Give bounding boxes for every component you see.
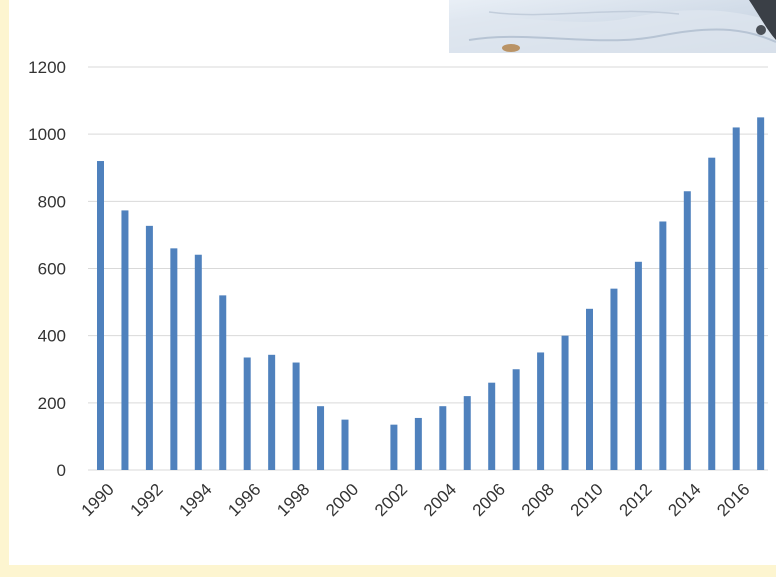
x-tick-label: 2014 bbox=[664, 480, 704, 520]
bar-2012 bbox=[634, 261, 642, 470]
x-tick-label: 2010 bbox=[567, 480, 607, 520]
x-axis-labels: 1990 1992 1994 1996 1998 2000 2002 2004 2006 2008… bbox=[78, 480, 754, 520]
bar-2016 bbox=[732, 127, 740, 470]
y-tick-label: 1200 bbox=[28, 58, 66, 77]
bar-2010 bbox=[586, 308, 593, 470]
bar-2003 bbox=[414, 417, 422, 470]
bar-2000 bbox=[341, 419, 349, 470]
y-axis-labels: 0 200 400 600 800 1000 1200 bbox=[28, 58, 66, 480]
bar-2011 bbox=[610, 288, 618, 470]
x-tick-label: 2000 bbox=[322, 480, 362, 520]
y-tick-label: 200 bbox=[38, 394, 66, 413]
bar-1993 bbox=[170, 248, 178, 470]
x-tick-label: 1998 bbox=[273, 480, 313, 520]
bar-2013 bbox=[659, 221, 667, 470]
bar-2004 bbox=[439, 406, 447, 470]
bar-1996 bbox=[243, 357, 251, 470]
chart-panel bbox=[9, 0, 776, 565]
x-tick-label: 2012 bbox=[616, 480, 656, 520]
x-tick-label: 1994 bbox=[175, 480, 215, 520]
bar-1999 bbox=[317, 406, 325, 470]
x-tick-label: 1996 bbox=[224, 480, 264, 520]
bar-2007 bbox=[512, 369, 520, 470]
bars bbox=[97, 117, 765, 471]
photo-image bbox=[449, 0, 776, 53]
bar-2015 bbox=[708, 157, 716, 471]
x-tick-label: 2004 bbox=[420, 480, 460, 520]
bar-2009 bbox=[561, 335, 569, 470]
bar-2014 bbox=[683, 191, 691, 470]
bar-1998 bbox=[292, 362, 300, 470]
bar-1990 bbox=[97, 161, 104, 471]
y-tick-label: 600 bbox=[38, 260, 66, 279]
y-tick-label: 800 bbox=[38, 192, 66, 211]
bar-1992 bbox=[145, 225, 153, 470]
bar-2017 bbox=[757, 117, 765, 470]
bar-1995 bbox=[219, 295, 227, 470]
x-tick-label: 2008 bbox=[518, 480, 558, 520]
bar-1997 bbox=[268, 354, 276, 470]
y-tick-label: 400 bbox=[38, 327, 66, 346]
y-tick-label: 0 bbox=[57, 461, 66, 480]
x-tick-label: 1990 bbox=[78, 480, 118, 520]
x-tick-label: 2002 bbox=[371, 480, 411, 520]
bar-2005 bbox=[463, 396, 471, 470]
x-tick-label: 2006 bbox=[469, 480, 509, 520]
x-tick-label: 1992 bbox=[127, 480, 167, 520]
bar-2008 bbox=[537, 352, 545, 470]
bar-1991 bbox=[121, 210, 129, 471]
bar-2002 bbox=[390, 424, 398, 470]
bar-2006 bbox=[488, 382, 496, 470]
x-tick-label: 2016 bbox=[713, 480, 753, 520]
snow-landscape-photo bbox=[449, 0, 776, 53]
bar-1994 bbox=[194, 254, 202, 470]
y-tick-label: 1000 bbox=[28, 125, 66, 144]
